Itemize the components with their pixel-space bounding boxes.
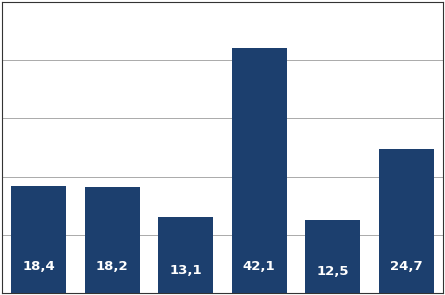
- Bar: [85, 187, 140, 293]
- Bar: [379, 149, 434, 293]
- Text: 13,1: 13,1: [170, 263, 202, 276]
- Text: 12,5: 12,5: [316, 265, 349, 278]
- Bar: [11, 186, 66, 293]
- Bar: [158, 217, 213, 293]
- Text: 42,1: 42,1: [243, 260, 275, 273]
- Bar: [232, 48, 287, 293]
- Text: 24,7: 24,7: [390, 260, 422, 273]
- Text: 18,4: 18,4: [22, 260, 55, 273]
- Text: 18,2: 18,2: [96, 260, 129, 273]
- Bar: [305, 220, 360, 293]
